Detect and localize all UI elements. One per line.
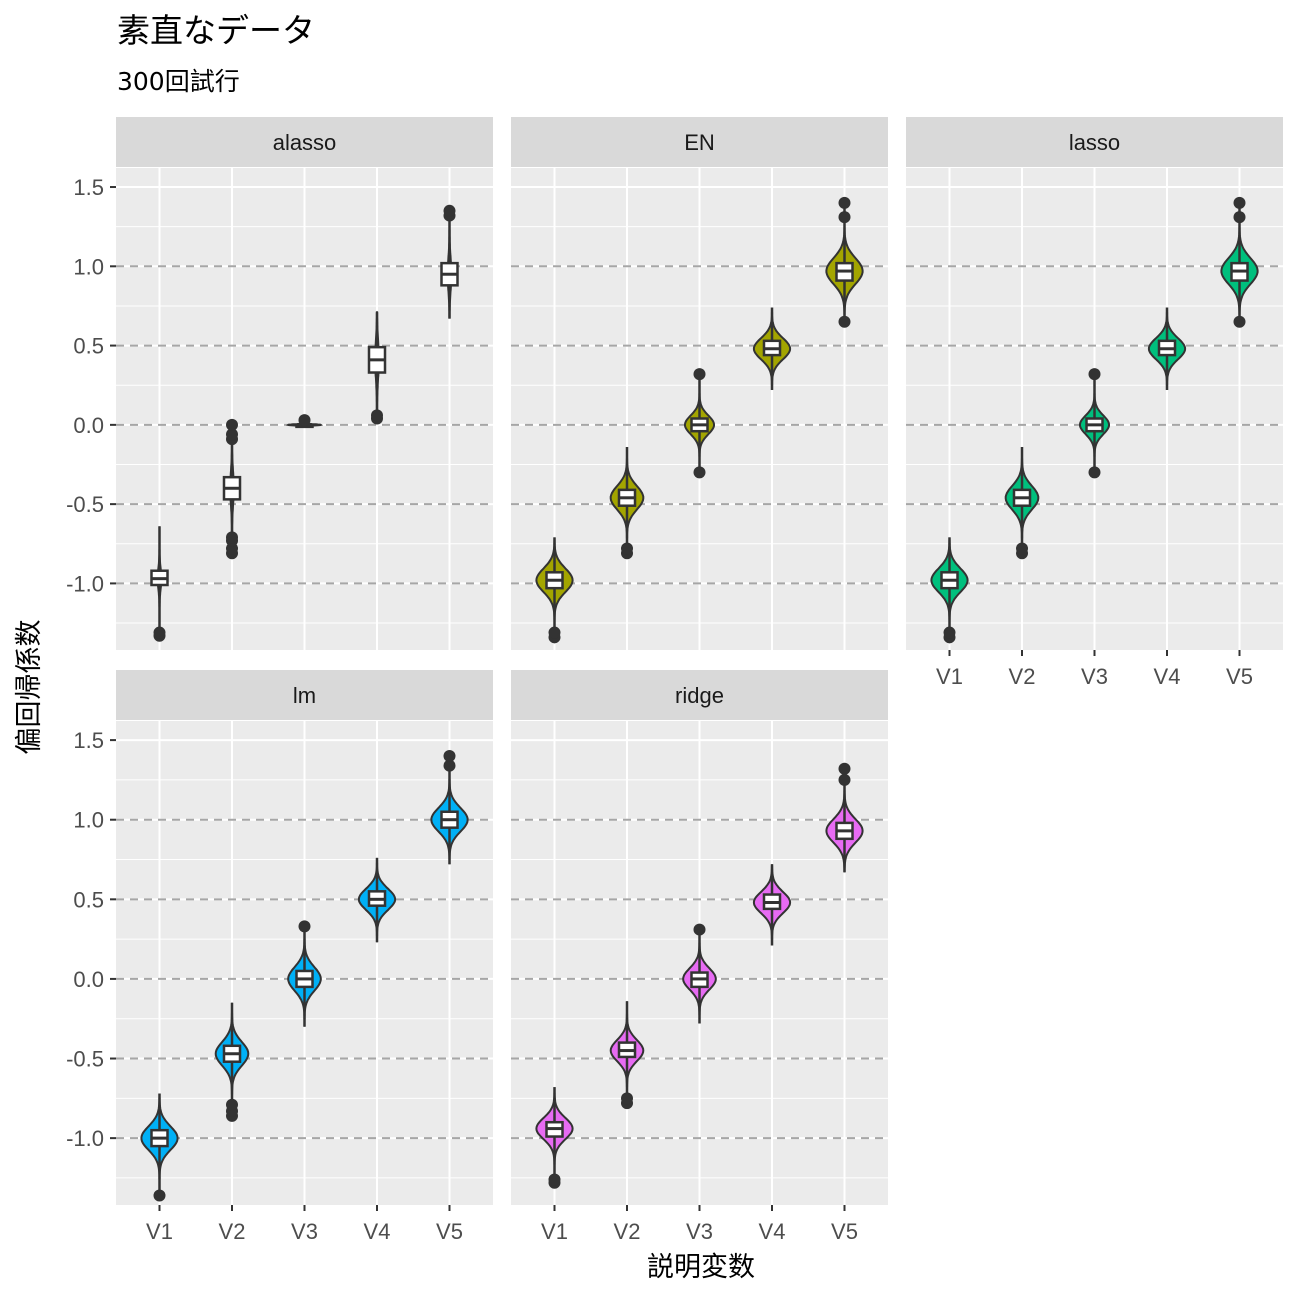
y-tick-label: -0.5 [66, 1047, 104, 1072]
outlier-point [693, 466, 706, 479]
outlier-point [298, 920, 311, 933]
outlier-point [838, 315, 851, 328]
facet-strip-label: lasso [1069, 130, 1120, 155]
panel-EN: EN [511, 117, 888, 650]
x-tick-label: V5 [1226, 664, 1253, 689]
outlier-point [153, 626, 166, 639]
y-axis-title: 偏回帰係数 [14, 620, 45, 755]
outlier-point [548, 626, 561, 639]
facet-strip-label: EN [684, 130, 715, 155]
x-axis-title: 説明変数 [647, 1252, 755, 1283]
outlier-point [1233, 196, 1246, 209]
x-tick-label: V2 [614, 1219, 641, 1244]
outlier-point [443, 759, 456, 772]
y-tick-label: 0.0 [73, 967, 104, 992]
panel-lasso: lasso V1 V2 V3 V4 V5 [906, 117, 1283, 689]
y-tick-label: 0.5 [73, 334, 104, 359]
x-tick-label: V4 [759, 1219, 786, 1244]
x-tick-label: V4 [364, 1219, 391, 1244]
x-tick-label: V1 [541, 1219, 568, 1244]
x-tick-label: V4 [1154, 664, 1181, 689]
outlier-point [693, 368, 706, 381]
x-tick-label: V3 [686, 1219, 713, 1244]
facet-strip [906, 117, 1283, 167]
y-tick-label: -0.5 [66, 492, 104, 517]
outlier-point [838, 773, 851, 786]
chart-subtitle: 300回試行 [117, 67, 240, 96]
x-tick-label: V5 [436, 1219, 463, 1244]
x-tick-label: V1 [936, 664, 963, 689]
y-tick-label: 1.5 [73, 175, 104, 200]
outlier-point [1088, 466, 1101, 479]
outlier-point [838, 762, 851, 775]
outlier-point [226, 418, 238, 431]
outlier-point [226, 1098, 238, 1111]
outlier-point [371, 409, 383, 422]
y-tick-label: 1.0 [73, 254, 104, 279]
y-tick-label: 1.5 [73, 728, 104, 753]
y-tick-label: 1.0 [73, 808, 104, 833]
y-tick-label: 0.0 [73, 413, 104, 438]
panel-lm: lm -1.0 -0.5 0.0 0.5 1.0 1.5 V1 V2 V3 V4 V5 [66, 670, 493, 1244]
facet-strip [511, 670, 888, 720]
chart-title: 素直なデータ [117, 11, 315, 50]
facet-panels: alasso -1.0 -0.5 0.0 0.5 1.0 1.5 EN lasso V1 V2 V3 V… [66, 117, 1283, 1244]
facet-strip-label: lm [293, 683, 316, 708]
outlier-point [838, 211, 851, 224]
y-tick-label: -1.0 [66, 571, 104, 596]
x-tick-label: V2 [1009, 664, 1036, 689]
facet-strip [116, 117, 493, 167]
facet-strip-label: alasso [273, 130, 337, 155]
y-tick-label: -1.0 [66, 1126, 104, 1151]
x-tick-label: V3 [1081, 664, 1108, 689]
outlier-point [943, 626, 956, 639]
x-tick-label: V2 [219, 1219, 246, 1244]
facet-strip [511, 117, 888, 167]
outlier-point [621, 542, 633, 555]
facet-strip [116, 670, 493, 720]
outlier-point [1233, 315, 1246, 328]
outlier-point [1016, 542, 1028, 555]
outlier-point [298, 414, 311, 427]
outlier-point [693, 923, 706, 936]
x-tick-label: V3 [291, 1219, 318, 1244]
outlier-point [838, 196, 851, 209]
outlier-point [443, 750, 456, 763]
panel-alasso: alasso -1.0 -0.5 0.0 0.5 1.0 1.5 [66, 117, 493, 650]
outlier-point [226, 531, 238, 544]
x-tick-label: V1 [146, 1219, 173, 1244]
facet-strip-label: ridge [675, 683, 724, 708]
x-tick-label: V5 [831, 1219, 858, 1244]
outlier-point [548, 1173, 561, 1186]
outlier-point [153, 1189, 166, 1202]
outlier-point [621, 1092, 633, 1105]
y-tick-label: 0.5 [73, 887, 104, 912]
outlier-point [1088, 368, 1101, 381]
outlier-point [443, 204, 456, 217]
outlier-point [226, 428, 238, 441]
outlier-point [1233, 211, 1246, 224]
panel-ridge: ridge V1 V2 V3 V4 V5 [511, 670, 888, 1244]
